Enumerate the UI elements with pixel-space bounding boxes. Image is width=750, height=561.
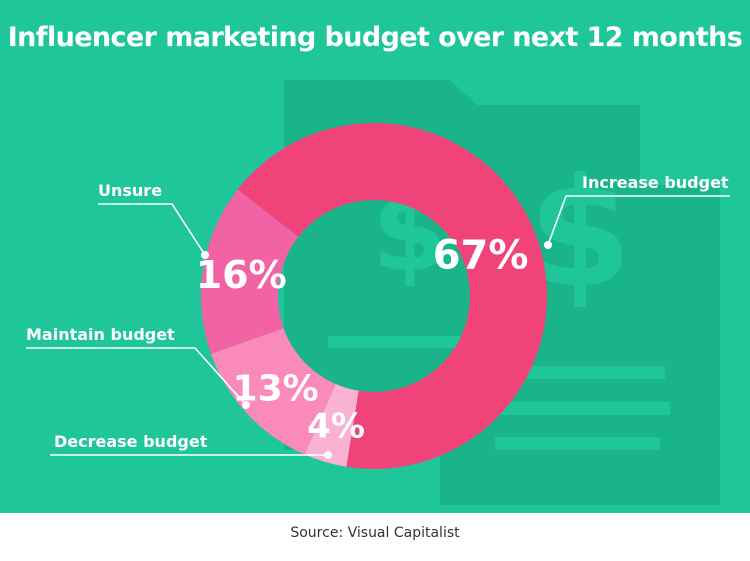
slice-decrease-budget: [304, 383, 359, 467]
value-label-increase-budget: 67%: [433, 233, 529, 279]
leader-dot-decrease-budget: [324, 451, 332, 459]
leader-dot-maintain-budget: [242, 401, 250, 409]
leader-dot-unsure: [201, 251, 209, 259]
infographic-panel: $ $ Influencer marketing budget over nex…: [0, 0, 750, 513]
category-label-increase-budget: Increase budget: [582, 173, 729, 192]
source-note: Source: Visual Capitalist: [290, 525, 460, 541]
leader-line-maintain-budget: [26, 347, 247, 406]
value-label-unsure: 16%: [196, 253, 287, 297]
chart-title: Influencer marketing budget over next 12…: [7, 22, 743, 53]
leader-line-unsure: [98, 203, 206, 256]
category-label-decrease-budget: Decrease budget: [54, 432, 208, 451]
slice-maintain-budget: [211, 328, 336, 455]
slice-unsure: [201, 189, 299, 355]
leader-line-increase-budget: [547, 195, 730, 246]
donut-chart: 67% 4%13% 16% Increase budget Decrease budg…: [26, 123, 730, 470]
leader-dot-increase-budget: [544, 241, 552, 249]
value-label-decrease-budget: 4%: [307, 406, 365, 446]
category-label-unsure: Unsure: [98, 181, 162, 200]
slice-increase-budget: [237, 123, 547, 470]
category-label-maintain-budget: Maintain budget: [26, 325, 175, 344]
value-label-maintain-budget: 13%: [233, 369, 319, 410]
